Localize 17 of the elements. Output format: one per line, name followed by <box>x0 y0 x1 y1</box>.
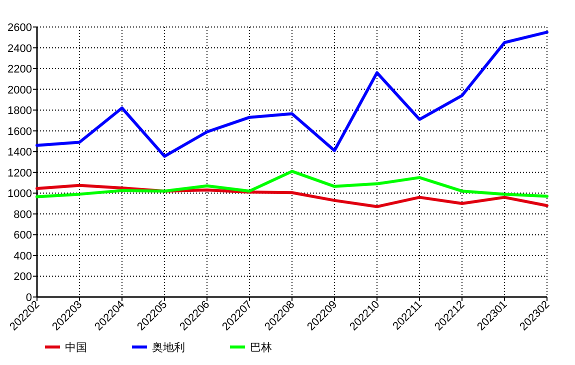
y-tick-label: 1200 <box>8 167 32 180</box>
y-tick-label: 1600 <box>8 126 32 138</box>
y-tick-label: 0 <box>26 292 32 304</box>
y-tick-label: 1800 <box>8 105 32 118</box>
y-tick-label: 2600 <box>8 22 32 34</box>
y-tick-label: 1400 <box>8 146 32 159</box>
y-tick-label: 800 <box>14 208 32 221</box>
legend-label: 奥地利 <box>152 341 185 354</box>
y-tick-label: 1000 <box>8 188 32 200</box>
y-tick-label: 400 <box>14 250 32 262</box>
y-tick-label: 2200 <box>8 64 32 76</box>
legend-label: 中国 <box>65 341 87 354</box>
y-tick-label: 2000 <box>8 84 32 96</box>
y-tick-label: 200 <box>14 271 32 284</box>
y-tick-label: 600 <box>14 230 32 242</box>
y-tick-label: 2400 <box>8 42 32 55</box>
legend-label: 巴林 <box>250 341 272 354</box>
